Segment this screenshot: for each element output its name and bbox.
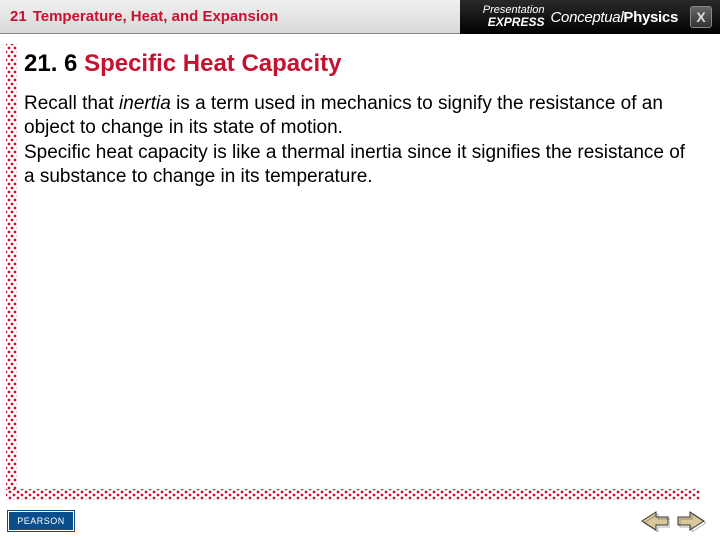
next-button[interactable] [676,510,706,532]
paragraph-2: Specific heat capacity is like a thermal… [24,141,690,190]
section-title-text: Specific Heat Capacity [84,50,341,77]
body-paragraphs: Recall that inertia is a term used in me… [24,92,690,189]
arrow-left-icon [640,510,670,532]
paragraph-1: Recall that inertia is a term used in me… [24,92,690,141]
slide-content: 21. 6 Specific Heat Capacity Recall that… [24,50,690,189]
close-icon: X [696,9,705,25]
presentation-express-logo: Presentation EXPRESS [483,4,545,29]
brand-name: Physics [623,9,678,26]
chapter-header: 21 Temperature, Heat, and Expansion [0,0,460,34]
section-number: 21. 6 [24,50,77,77]
prev-button[interactable] [640,510,670,532]
chapter-number: 21 [10,8,27,25]
conceptual-physics-logo: ConceptualPhysics [551,9,679,26]
section-heading: 21. 6 Specific Heat Capacity [24,50,690,78]
chapter-title: Temperature, Heat, and Expansion [33,8,279,25]
p1-inertia: inertia [119,93,171,114]
dotted-border-left [6,44,17,490]
dotted-border-bottom [6,489,700,500]
p1-a: Recall that [24,93,119,114]
brand-line2: EXPRESS [483,16,545,29]
footer-bar: PEARSON [0,506,720,540]
nav-arrows [640,510,706,532]
brand-bar: Presentation EXPRESS ConceptualPhysics X [460,0,720,34]
brand-prefix: Conceptual [551,9,624,26]
close-button[interactable]: X [690,6,712,28]
arrow-right-icon [676,510,706,532]
pearson-logo: PEARSON [8,511,74,531]
top-bar: 21 Temperature, Heat, and Expansion Pres… [0,0,720,34]
